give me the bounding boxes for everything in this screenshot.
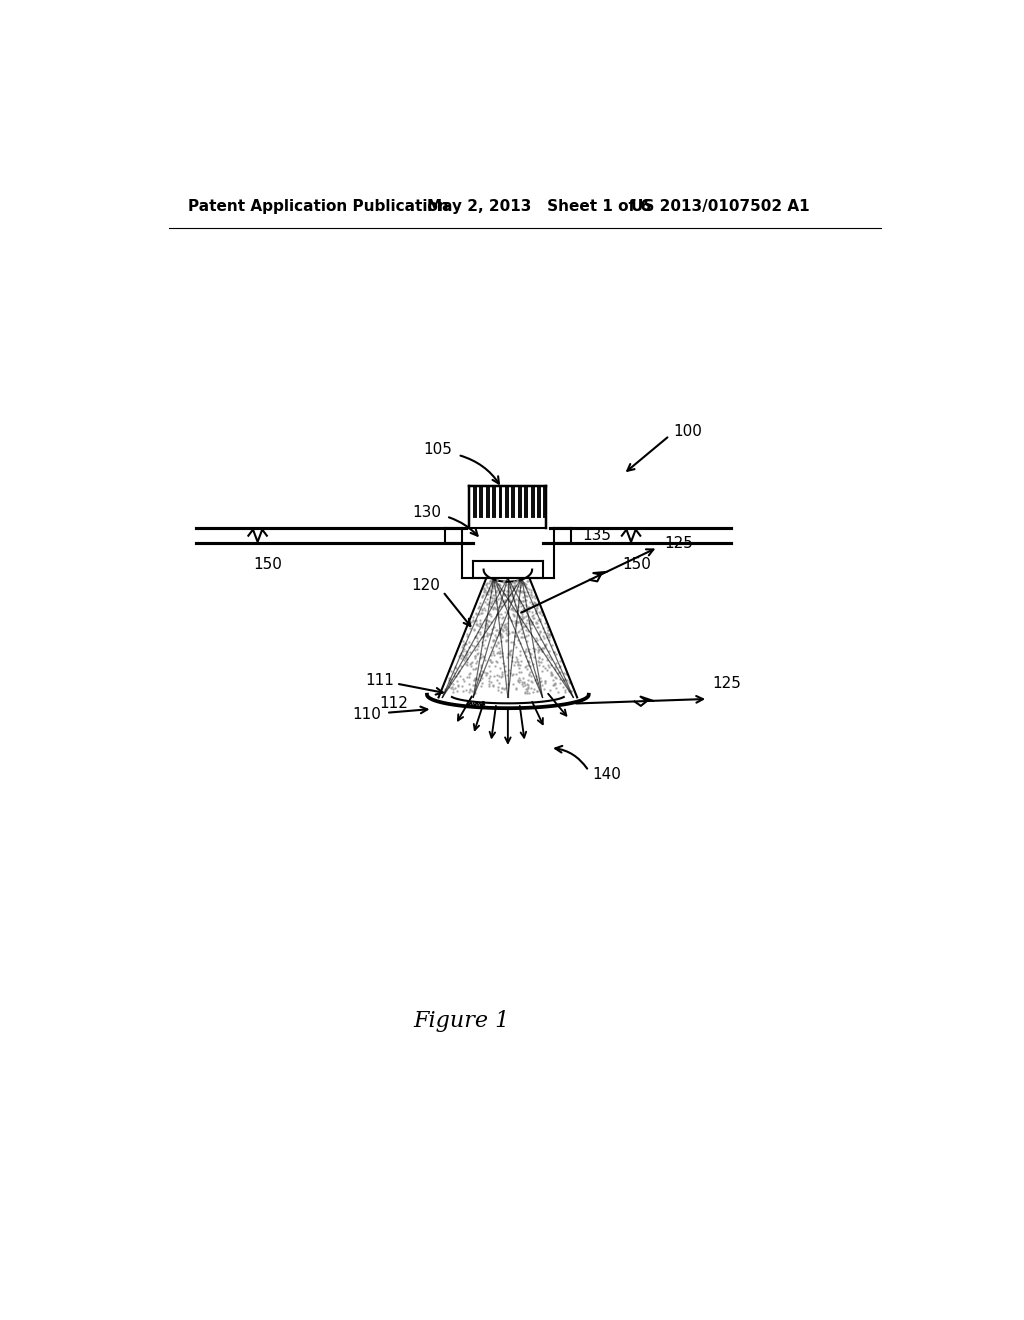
Text: 105: 105 bbox=[424, 442, 453, 457]
Text: 130: 130 bbox=[412, 506, 441, 520]
Text: 100: 100 bbox=[674, 424, 702, 440]
Text: 125: 125 bbox=[665, 536, 693, 550]
Text: 150: 150 bbox=[253, 557, 282, 573]
Text: 135: 135 bbox=[583, 528, 611, 544]
Text: US 2013/0107502 A1: US 2013/0107502 A1 bbox=[631, 199, 810, 214]
Text: 125: 125 bbox=[712, 676, 740, 692]
Text: 110: 110 bbox=[352, 706, 381, 722]
Text: 111: 111 bbox=[365, 673, 394, 688]
Text: May 2, 2013   Sheet 1 of 6: May 2, 2013 Sheet 1 of 6 bbox=[427, 199, 651, 214]
Text: 120: 120 bbox=[412, 578, 440, 593]
Text: Figure 1: Figure 1 bbox=[414, 1010, 510, 1032]
Text: 150: 150 bbox=[623, 557, 651, 573]
Text: 112: 112 bbox=[379, 696, 408, 711]
Text: 140: 140 bbox=[593, 767, 622, 783]
Text: Patent Application Publication: Patent Application Publication bbox=[188, 199, 450, 214]
